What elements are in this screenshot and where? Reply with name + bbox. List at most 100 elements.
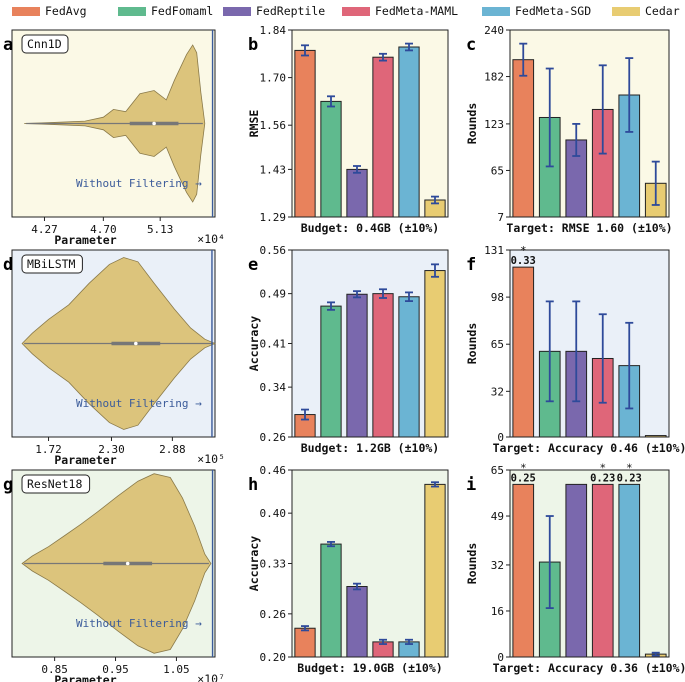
legend-item-fedfomaml: FedFomaml — [118, 4, 213, 18]
bar-panel-frame — [291, 29, 449, 218]
model-name-box — [21, 474, 91, 494]
y-tick-label: 240 — [484, 24, 504, 37]
y-tick-label: 1.29 — [260, 211, 287, 224]
legend-label: FedAvg — [45, 4, 87, 18]
x-axis-label: Target: Accuracy 0.36 (±10%) — [493, 661, 685, 675]
model-name: MBiLSTM — [27, 257, 76, 271]
legend-label: FedReptile — [256, 4, 326, 18]
legend-item-fedmeta-maml: FedMeta-MAML — [342, 4, 458, 18]
x-axis-label: Target: RMSE 1.60 (±10%) — [506, 221, 672, 235]
y-tick-label: 1.56 — [260, 119, 287, 132]
violin-median — [134, 341, 138, 346]
x-tick-label: 0.85 — [41, 663, 68, 676]
legend-label: FedMeta-MAML — [375, 4, 459, 18]
star-marker: * — [520, 461, 527, 474]
bar — [346, 586, 368, 658]
filter-annotation: Without Filtering → — [76, 617, 202, 630]
y-axis-label: Rounds — [465, 323, 479, 365]
bar — [372, 293, 394, 438]
x-axis-label: Parameter — [54, 453, 116, 467]
bar-panel-frame — [291, 469, 449, 658]
bar — [398, 296, 420, 438]
y-tick-label: 98 — [491, 291, 504, 304]
legend-label: FedFomaml — [151, 4, 214, 18]
legend-item-cedar: Cedar — [612, 4, 680, 18]
bar — [346, 293, 368, 438]
star-label: 0.23 — [590, 472, 615, 484]
x-axis-label: Budget: 0.4GB (±10%) — [301, 221, 439, 235]
y-tick-label: 32 — [491, 385, 504, 398]
star-label: 0.23 — [617, 472, 642, 484]
x-tick-label: 5.13 — [147, 223, 174, 236]
x-axis-label: Budget: 1.2GB (±10%) — [301, 441, 439, 455]
bar — [320, 100, 342, 218]
y-tick-label: 0.26 — [260, 608, 287, 621]
x-multiplier: ×10⁵ — [197, 452, 225, 466]
star-label: 0.25 — [511, 472, 536, 484]
x-tick-label: 0.95 — [102, 663, 129, 676]
y-tick-label: 182 — [484, 71, 504, 84]
legend-item-fedavg: FedAvg — [12, 4, 87, 18]
x-multiplier: ×10⁴ — [197, 232, 225, 246]
panel-letter: d — [3, 255, 13, 275]
y-axis-label: RMSE — [247, 110, 261, 138]
star-label: 0.33 — [511, 255, 536, 267]
x-tick-label: 4.27 — [31, 223, 58, 236]
y-tick-label: 1.70 — [260, 72, 287, 85]
bar — [346, 168, 368, 218]
bar — [320, 305, 342, 438]
bar — [294, 627, 316, 658]
bar — [398, 46, 420, 218]
bar — [320, 543, 342, 658]
rounds-panel-frame — [509, 469, 670, 658]
bar — [512, 483, 535, 658]
panel-letter: b — [248, 35, 258, 55]
violin-median — [125, 561, 130, 566]
bar — [424, 270, 446, 438]
bar-panel-frame — [291, 249, 449, 438]
bar — [565, 483, 588, 658]
x-tick-label: 1.72 — [35, 443, 62, 456]
legend-swatch — [118, 6, 146, 16]
model-name-box — [21, 254, 83, 274]
rounds-panel-frame — [509, 249, 670, 438]
legend-label: FedMeta-SGD — [515, 4, 592, 18]
x-tick-label: 1.05 — [163, 663, 190, 676]
y-tick-label: 0.40 — [260, 507, 287, 520]
bar — [618, 483, 641, 658]
y-tick-label: 0 — [497, 651, 504, 664]
y-tick-label: 0.26 — [260, 431, 287, 444]
x-tick-label: 2.30 — [98, 443, 125, 456]
y-tick-label: 1.43 — [260, 163, 287, 176]
y-tick-label: 1.84 — [260, 24, 287, 37]
x-tick-label: 2.88 — [159, 443, 186, 456]
legend-swatch — [223, 6, 251, 16]
x-axis-label: Budget: 19.0GB (±10%) — [297, 661, 442, 675]
bar — [512, 266, 535, 438]
y-tick-label: 65 — [491, 464, 504, 477]
legend: FedAvg FedFomaml FedReptile FedMeta-MAML… — [0, 0, 685, 22]
y-tick-label: 65 — [491, 164, 504, 177]
legend-label: Cedar — [645, 4, 680, 18]
y-tick-label: 49 — [491, 510, 504, 523]
panel-letter: c — [466, 35, 476, 55]
model-name-box — [21, 34, 69, 54]
legend-item-fedmeta-sgd: FedMeta-SGD — [482, 4, 591, 18]
bar — [512, 59, 535, 218]
bar — [644, 435, 667, 438]
y-tick-label: 0.49 — [260, 288, 287, 301]
y-axis-label: Accuracy — [247, 536, 261, 591]
y-tick-label: 131 — [484, 244, 504, 257]
star-marker: * — [599, 461, 606, 474]
y-tick-label: 0.56 — [260, 244, 287, 257]
y-tick-label: 65 — [491, 338, 504, 351]
y-tick-label: 0.33 — [260, 558, 287, 571]
y-axis-label: Accuracy — [247, 316, 261, 371]
bar — [591, 483, 614, 658]
y-tick-label: 0.34 — [260, 381, 287, 394]
filter-annotation: Without Filtering → — [76, 397, 202, 410]
model-name: ResNet18 — [27, 477, 82, 491]
legend-swatch — [342, 6, 370, 16]
x-axis-label: Parameter — [54, 233, 116, 247]
